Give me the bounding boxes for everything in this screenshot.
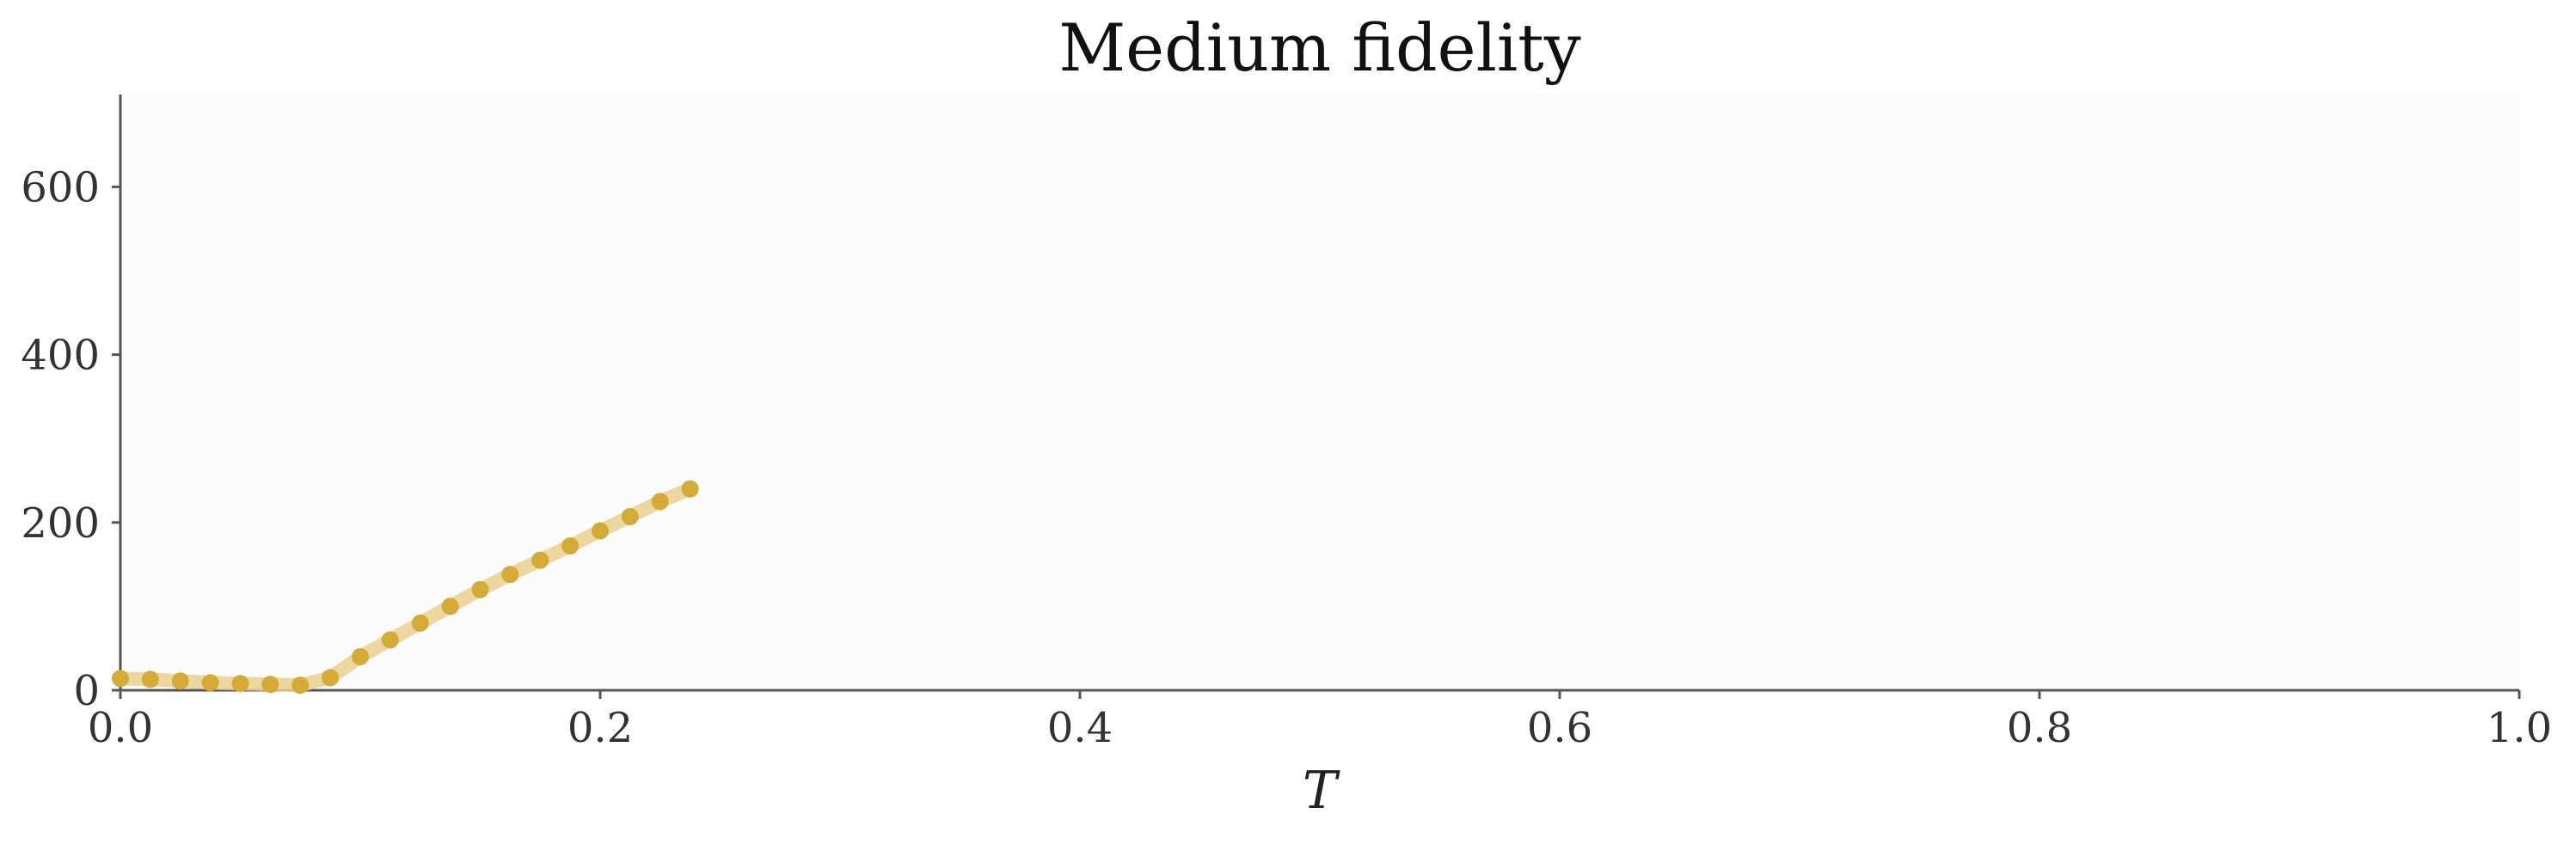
data-point <box>531 551 549 569</box>
x-tick-label: 0.8 <box>2007 704 2072 752</box>
data-point <box>561 537 580 555</box>
data-point <box>621 507 639 525</box>
y-axis-ticks: 0 200 400 600 <box>21 163 120 715</box>
x-axis-label: T <box>1303 761 1340 821</box>
x-tick-label: 0.2 <box>567 704 633 752</box>
plot-background <box>120 95 2519 690</box>
x-tick-label: 0.6 <box>1527 704 1592 752</box>
data-point <box>201 674 219 692</box>
y-tick-label: 600 <box>21 163 100 211</box>
x-tick-label: 0.4 <box>1047 704 1113 752</box>
data-point <box>322 669 340 687</box>
data-point <box>592 522 609 540</box>
data-point <box>471 580 489 598</box>
data-point <box>441 597 459 615</box>
series-layer <box>112 480 699 695</box>
data-point <box>352 647 369 665</box>
data-point <box>171 672 189 690</box>
data-point <box>411 614 429 632</box>
data-point <box>261 676 279 694</box>
y-tick-label: 0 <box>73 667 100 715</box>
x-tick-label: 1.0 <box>2487 704 2552 752</box>
data-point <box>651 493 669 511</box>
x-tick-label: 0.0 <box>88 704 153 752</box>
data-point <box>291 677 310 695</box>
data-point <box>681 480 699 498</box>
chart-title: Medium fidelity <box>1058 9 1580 86</box>
data-point <box>381 631 399 649</box>
data-point <box>112 670 129 688</box>
y-tick-label: 400 <box>21 332 100 380</box>
y-tick-label: 200 <box>21 499 100 548</box>
data-point <box>501 566 519 584</box>
x-axis-ticks: 0.0 0.2 0.4 0.6 0.8 1.0 <box>88 690 2552 752</box>
data-point <box>141 670 159 689</box>
data-point <box>231 675 249 693</box>
